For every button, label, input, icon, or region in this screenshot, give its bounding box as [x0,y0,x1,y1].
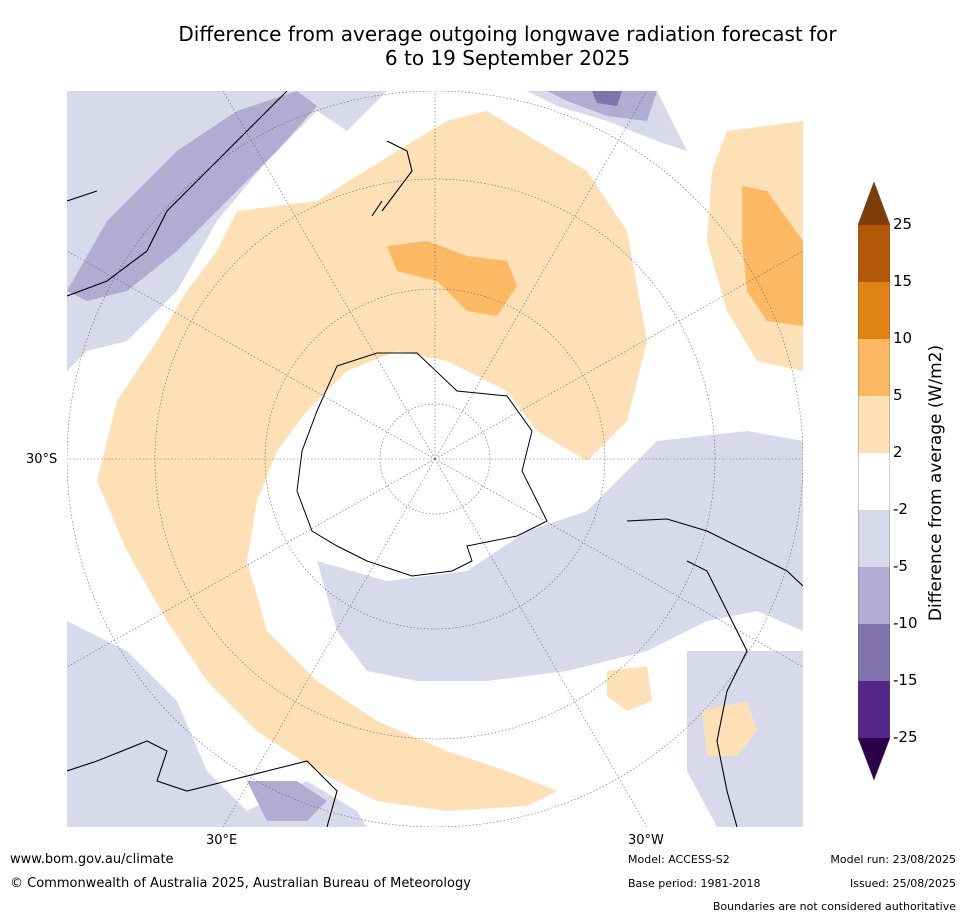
polar-map [67,91,803,827]
negative-anomaly-area-southwest [67,621,367,827]
colorbar-tick-25: 25 [893,215,913,233]
colorbar-band-neg10-neg5 [858,567,890,624]
title-line-1: Difference from average outgoing longwav… [178,22,837,46]
colorbar-tick-5: 5 [893,386,903,404]
colorbar-band-neg2-2 [858,453,890,510]
colorbar-band-2-5 [858,396,890,453]
website-link[interactable]: www.bom.gov.au/climate [10,852,174,867]
negative-anomaly-area-southeast [317,431,803,681]
copyright-text: © Commonwealth of Australia 2025, Austra… [10,876,471,891]
colorbar-band-5-10 [858,339,890,396]
positive-anomaly-area-central-strong [387,241,517,316]
colorbar-tick-neg15: -15 [893,671,918,689]
positive-anomaly-area-east-strong [742,186,803,326]
colorbar-band-15-25 [858,225,890,282]
colorbar-tick-neg2: -2 [893,500,908,518]
antarctica-outline [296,352,548,577]
colorbar-band-neg15-neg10 [858,624,890,681]
colorbar-under-arrow [858,738,890,780]
positive-anomaly-area-southeast-small [702,701,757,756]
title-line-2: 6 to 19 September 2025 [384,46,631,70]
africa-outline [67,740,338,827]
colorbar-title-text: Difference from average (W/m2) [926,344,946,622]
model-text: Model: ACCESS-S2 [628,853,730,866]
map-title: Difference from average outgoing longwav… [90,22,925,70]
graticule [67,91,803,827]
colorbar-over-arrow [858,182,890,225]
longitude-label-30e: 30°E [206,833,238,848]
colorbar-tick-neg10: -10 [893,614,918,632]
colorbar-tick-neg5: -5 [893,557,908,575]
negative-anomaly-area-north-core [592,91,622,106]
south-america-outline [626,518,803,827]
latitude-label-30s: 30°S [26,452,58,467]
colorbar-band-neg25-neg15 [858,681,890,738]
positive-anomaly-area-east-small [607,666,652,711]
colorbar-tick-2: 2 [893,443,903,461]
colorbar-tick-neg25: -25 [893,728,918,746]
new-zealand-outline [371,140,413,217]
colorbar-band-10-15 [858,282,890,339]
colorbar-tick-15: 15 [893,272,913,290]
base-period-text: Base period: 1981-2018 [628,877,761,890]
negative-anomaly-area-north-strong [547,91,657,121]
colorbar [858,182,890,781]
colorbar-tick-10: 10 [893,329,913,347]
negative-anomaly-area-northwest [67,91,387,371]
issued-text: Issued: 25/08/2025 [849,877,956,890]
colorbar-band-neg5-neg2 [858,510,890,567]
negative-anomaly-area-southwest-strong [247,781,327,821]
australia-outline [67,91,288,297]
model-run-text: Model run: 23/08/2025 [830,853,956,866]
negative-anomaly-area-northwest-strong [67,91,317,301]
disclaimer-text: Boundaries are not considered authoritat… [712,900,956,913]
longitude-label-30w: 30°W [628,833,664,848]
